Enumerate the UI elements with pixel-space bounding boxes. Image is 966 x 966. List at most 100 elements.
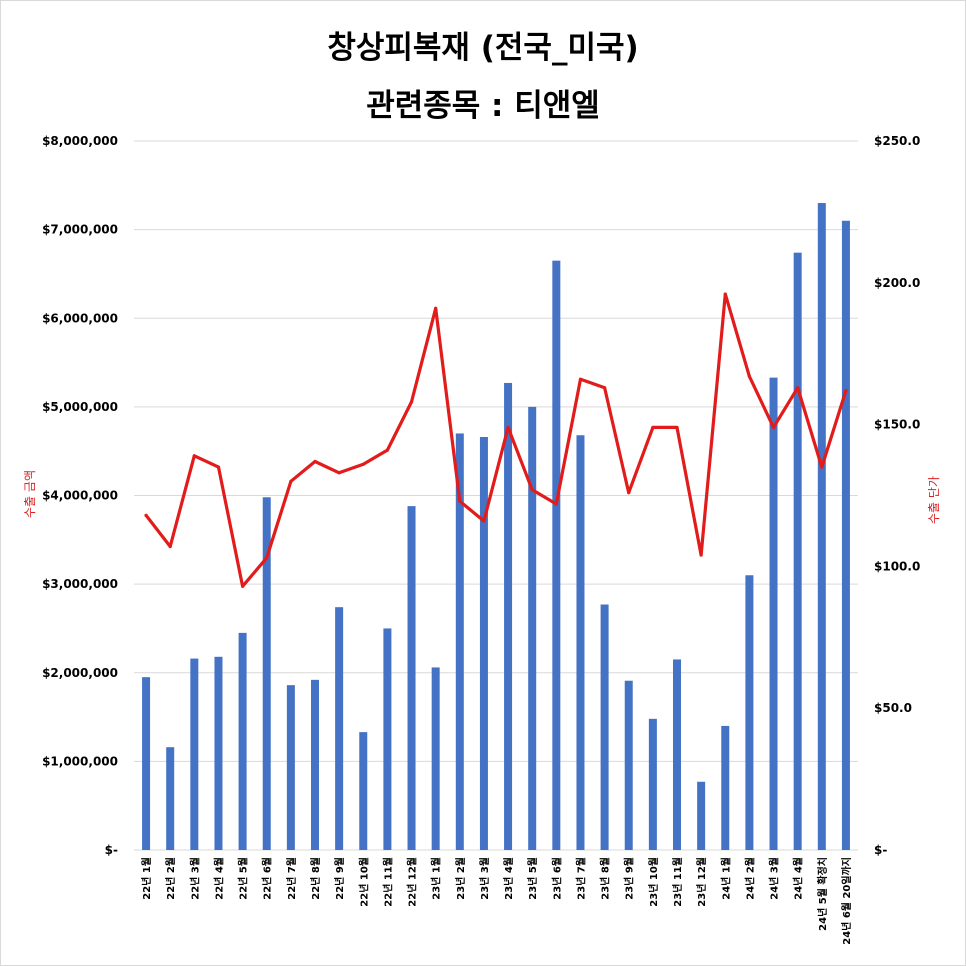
bar	[552, 260, 561, 850]
line-point	[651, 425, 655, 430]
bar	[600, 604, 609, 850]
right-axis-tick-label: $200.0	[874, 276, 920, 290]
x-axis-tick-label: 22년 3월	[188, 857, 201, 900]
line-point	[337, 471, 341, 475]
x-axis-tick-label: 22년 10월	[357, 857, 370, 907]
line-point	[796, 386, 800, 390]
x-axis-tick-label: 23년 4월	[502, 857, 515, 900]
bar	[793, 252, 802, 851]
chart-title-line1: 창상피복재 (전국_미국)	[327, 30, 639, 66]
x-axis-tick-label: 23년 5월	[526, 857, 539, 900]
x-axis-tick-label: 23년 6월	[550, 857, 563, 900]
x-axis-tick-label: 22년 5월	[237, 857, 250, 900]
x-axis-tick-label: 24년 1월	[719, 857, 732, 900]
bar	[769, 377, 778, 850]
line-point	[771, 425, 776, 430]
bar	[697, 781, 706, 850]
right-axis-title: 수출 단가	[927, 476, 941, 524]
x-axis-tick-label: 22년 11월	[381, 857, 394, 907]
line-point	[723, 292, 727, 296]
bar	[286, 685, 295, 850]
x-axis-tick-label: 23년 12월	[695, 857, 708, 907]
right-axis-tick-label: $-	[874, 843, 887, 857]
x-axis-tick-label: 23년 10월	[647, 857, 660, 907]
x-axis-tick-label: 23년 11월	[671, 857, 684, 907]
line-point	[554, 502, 558, 506]
right-axis-tick-label: $250.0	[874, 134, 920, 148]
right-axis-tick-label: $150.0	[874, 418, 920, 432]
line-point	[458, 499, 462, 503]
x-axis-tick-label: 22년 12월	[406, 857, 419, 907]
line-point	[313, 459, 317, 464]
bar	[166, 747, 175, 850]
line-point	[289, 479, 293, 483]
line-point	[578, 377, 583, 381]
line-point	[361, 462, 365, 466]
chart-title-line2: 관련종목 : 티앤엘	[366, 88, 600, 124]
bar	[673, 659, 681, 850]
bar	[262, 497, 271, 850]
right-axis-tick-label: $50.0	[874, 701, 912, 715]
line-point	[506, 425, 510, 430]
x-axis-tick-label: 22년 2월	[164, 857, 177, 900]
bar	[528, 406, 537, 850]
bar	[721, 725, 730, 850]
x-axis-tick-label: 22년 4월	[213, 857, 226, 900]
line-point	[482, 519, 486, 523]
left-axis-tick-label: $1,000,000	[42, 754, 118, 768]
bar	[504, 382, 513, 850]
bar	[335, 607, 344, 850]
line-point	[192, 454, 196, 458]
left-axis-tick-label: $4,000,000	[42, 489, 118, 503]
line-series	[144, 292, 848, 588]
bar	[214, 656, 223, 850]
bar	[190, 658, 199, 850]
bar	[576, 435, 585, 850]
bar	[431, 667, 440, 850]
bar	[817, 203, 826, 851]
x-axis-tick-label: 24년 2월	[743, 857, 756, 900]
line-point	[216, 465, 221, 469]
bar	[407, 506, 416, 850]
line-point	[627, 491, 631, 495]
line-point	[265, 556, 269, 560]
line-point	[530, 488, 534, 492]
bar-series	[142, 203, 850, 851]
line-point	[675, 425, 679, 430]
x-axis-tick-label: 23년 7월	[575, 857, 588, 900]
x-axis-tick-label: 24년 6월 20일까지	[840, 857, 853, 945]
bar	[841, 220, 850, 850]
x-axis-tick-label: 24년 3월	[768, 857, 781, 900]
line-point	[385, 448, 389, 452]
line-point	[409, 400, 414, 404]
bar	[238, 632, 247, 850]
x-axis-tick-label: 24년 5월 확정치	[816, 857, 829, 931]
line-point	[241, 584, 245, 588]
x-axis-tick-label: 23년 2월	[454, 857, 467, 900]
right-axis-ticks: $- $50.0 $100.0 $150.0 $200.0 $250.0	[874, 134, 920, 857]
line-point	[820, 465, 824, 469]
x-axis-ticks: 22년 1월 22년 2월 22년 3월 22년 4월 22년 5월 22년 6월 22년 …	[140, 857, 853, 945]
bar	[624, 680, 633, 850]
x-axis-tick-label: 22년 6월	[261, 857, 274, 900]
left-axis-tick-label: $-	[105, 843, 118, 857]
x-axis-tick-label: 23년 8월	[599, 857, 612, 900]
left-axis-tick-label: $2,000,000	[42, 666, 118, 680]
left-axis-tick-label: $5,000,000	[42, 400, 118, 414]
x-axis-tick-label: 22년 8월	[309, 857, 322, 900]
bar	[383, 628, 392, 850]
line-point	[747, 374, 752, 378]
x-axis-tick-label: 23년 9월	[623, 857, 636, 900]
line-point	[603, 386, 607, 390]
line-point	[168, 544, 172, 549]
gridlines	[134, 140, 858, 851]
x-axis-tick-label: 22년 9월	[333, 857, 346, 900]
right-axis-tick-label: $100.0	[874, 559, 920, 573]
left-axis-tick-label: $7,000,000	[42, 223, 118, 237]
bar	[745, 575, 754, 850]
left-axis-ticks: $- $1,000,000 $2,000,000 $3,000,000 $4,000,0…	[42, 134, 118, 857]
line-point	[699, 553, 703, 557]
bar	[142, 677, 151, 850]
bar	[455, 433, 464, 850]
